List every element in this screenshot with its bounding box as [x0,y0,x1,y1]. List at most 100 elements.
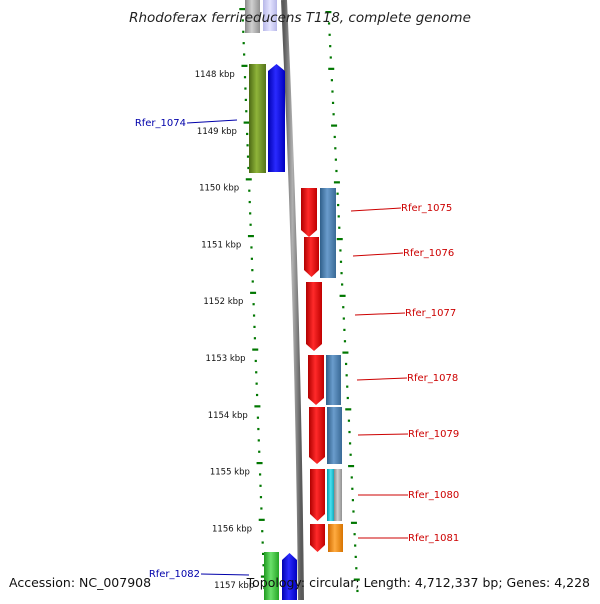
gene-label-rfer-1078[interactable]: Rfer_1078 [407,373,458,384]
outer-tick-ring [325,11,360,593]
outer-tick-mark [345,408,352,411]
inner-tick-mark [250,291,257,294]
outer-tick-mark [325,11,332,14]
outer-tick-mark [346,385,349,388]
outer-tick-mark [336,192,339,195]
inner-tick-mark [252,348,259,351]
ruler-label-1156: 1156 kbp [212,524,252,534]
gene-label-rfer-1074[interactable]: Rfer_1074 [135,118,186,129]
outer-tick-mark [333,135,336,139]
ruler-label-1151: 1151 kbp [201,240,241,250]
cog-box-rfer-1080 [327,469,335,521]
inner-tick-mark [262,552,265,555]
inner-tick-mark [255,382,258,385]
ruler-labels: 1148 kbp 1149 kbp 1150 kbp 1151 kbp 1152 kbp… [195,70,254,591]
inner-tick-mark [251,280,254,283]
inner-tick-mark [251,269,254,272]
outer-tick-mark [337,203,340,207]
outer-tick-mark [329,45,332,48]
outer-tick-mark [338,226,341,229]
outer-tick-mark [353,578,360,581]
outer-tick-mark [350,521,357,524]
leader-rfer-1077 [354,312,406,316]
outer-tick-mark [351,487,354,490]
outer-tick-mark [342,306,345,309]
cds-rfer-1077 [306,282,322,351]
outer-tick-mark [331,101,335,104]
outer-tick-mark [333,181,340,184]
outer-tick-mark [339,260,343,263]
outer-tick-mark [331,90,334,93]
inner-tick-mark [258,450,261,453]
outer-tick-mark [349,453,352,456]
outer-tick-mark [340,272,343,275]
gene-label-rfer-1076[interactable]: Rfer_1076 [403,248,454,259]
inner-tick-mark [259,496,263,499]
outer-tick-mark [346,396,349,400]
outer-tick-mark [353,533,356,536]
outer-tick-mark [348,430,351,434]
label-leader-lines [186,119,409,576]
outer-tick-mark [350,476,353,479]
inner-tick-mark [239,8,246,11]
inner-tick-mark [256,416,260,419]
outer-tick-mark [334,158,337,161]
outer-tick-mark [330,79,334,82]
leader-rfer-1082 [200,573,250,576]
inner-tick-mark [247,235,254,238]
outer-tick-mark [352,510,355,513]
ruler-label-1155: 1155 kbp [210,468,250,478]
outer-tick-mark [342,317,345,320]
outer-tick-mark [327,22,331,25]
inner-tick-mark [254,359,257,363]
ruler-label-1153: 1153 kbp [206,354,246,364]
inner-tick-mark [242,30,245,33]
ruler-label-1148: 1148 kbp [195,70,235,80]
outer-tick-mark [354,555,357,558]
outer-tick-mark [335,169,338,173]
gene-features [245,0,343,600]
inner-tick-mark [255,371,258,374]
gene-label-rfer-1080[interactable]: Rfer_1080 [408,490,459,501]
cog-box-rfer-1075-1076 [320,188,336,278]
outer-tick-mark [337,215,340,218]
gene-label-rfer-1082[interactable]: Rfer_1082 [149,569,200,580]
inner-tick-mark [261,530,264,533]
cds-rfer-1074 [268,64,285,172]
cds-rfer-1082 [282,553,297,600]
genome-title: Rhodoferax ferrireducens T118, complete … [129,10,471,26]
cds-minus-top [263,0,277,31]
cog-box-rfer-1074 [249,64,266,173]
inner-tick-mark [242,42,245,45]
inner-tick-mark [258,473,262,476]
gene-label-rfer-1081[interactable]: Rfer_1081 [408,533,459,544]
accession-text: Accession: NC_007908 [9,575,152,590]
outer-tick-mark [344,362,348,366]
inner-tick-mark [253,325,256,328]
inner-tick-mark [259,484,262,487]
cog-box-top [245,0,260,33]
outer-tick-mark [348,465,355,468]
outer-tick-mark [343,328,346,331]
inner-tick-mark [241,64,248,67]
inner-tick-mark [248,189,251,192]
gene-label-rfer-1077[interactable]: Rfer_1077 [405,308,456,319]
cog-box-rfer-1079 [327,407,342,464]
inner-tick-mark [261,541,264,544]
outer-tick-mark [348,442,352,445]
ruler-label-1152: 1152 kbp [203,297,243,307]
inner-tick-mark [249,223,252,226]
gene-label-rfer-1075[interactable]: Rfer_1075 [401,203,452,214]
inner-tick-mark [246,144,249,147]
outer-tick-mark [328,67,335,70]
cog-box-rfer-1081 [328,524,343,552]
inner-tick-mark [244,98,247,101]
gene-label-rfer-1079[interactable]: Rfer_1079 [408,429,459,440]
inner-tick-mark [243,53,246,56]
outer-tick-mark [356,589,359,593]
leader-rfer-1074 [186,119,238,124]
inner-tick-mark [246,132,249,136]
inner-tick-mark [252,314,256,317]
